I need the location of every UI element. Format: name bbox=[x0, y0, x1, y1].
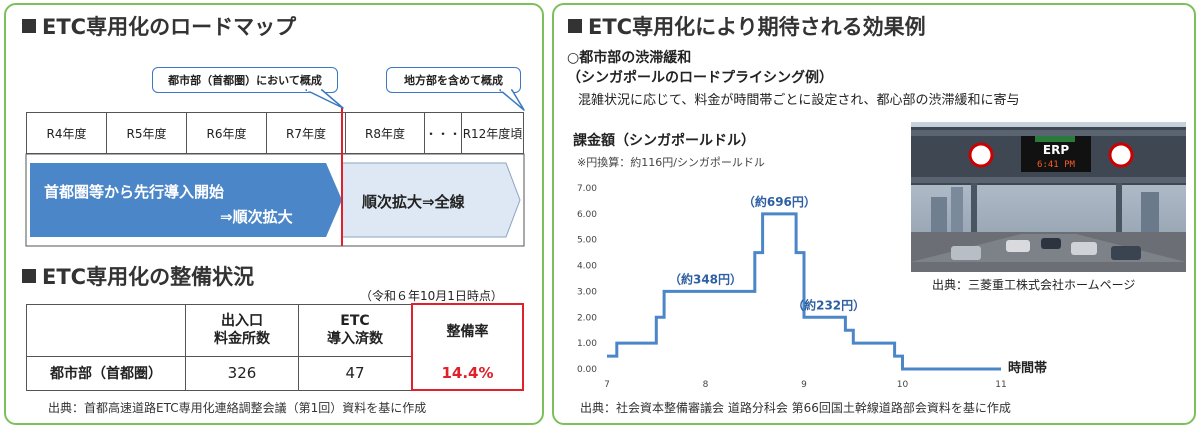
x-tick-label: 11 bbox=[995, 380, 1006, 390]
year-cell: R7年度 bbox=[266, 112, 346, 154]
year-timeline: R4年度 R5年度 R6年度 R7年度 R8年度 ・・・ R12年度頃 bbox=[26, 112, 524, 154]
erp-gantry-illustration: ERP 6:41 PM bbox=[911, 122, 1186, 272]
x-tick-label: 8 bbox=[703, 380, 709, 390]
year-cell: ・・・ bbox=[423, 112, 463, 154]
y-tick-label: 4.00 bbox=[577, 262, 597, 272]
effects-title: ETC専用化により期待される効果例 bbox=[568, 11, 926, 41]
roadmap-title: ETC専用化のロードマップ bbox=[22, 11, 296, 41]
status-table: 出入口 料金所数 ETC 導入済数 整備率 都市部（首都圏） 326 47 14.4… bbox=[26, 303, 524, 391]
year-cell: R8年度 bbox=[345, 112, 425, 154]
year-cell: R6年度 bbox=[186, 112, 267, 154]
year-cell: R4年度 bbox=[26, 112, 107, 154]
left-source: 出典：首都高速道路ETC専用化連絡調整会議（第1回）資料を基に作成 bbox=[48, 401, 427, 415]
x-tick-label: 10 bbox=[897, 380, 909, 390]
x-axis-label: 時間帯 bbox=[1008, 360, 1047, 376]
erp-gantry-photo: ERP 6:41 PM bbox=[911, 122, 1186, 272]
data-annotation: （約696円） bbox=[743, 194, 816, 209]
y-tick-label: 5.00 bbox=[577, 236, 597, 246]
status-date: （令和６年10月1日時点） bbox=[360, 289, 503, 303]
bullet-square-icon bbox=[22, 269, 36, 283]
toll-series-line bbox=[607, 212, 1001, 371]
phase1-arrow bbox=[30, 163, 342, 237]
header-etc-count: ETC 導入済数 bbox=[298, 303, 413, 357]
svg-text:ERP: ERP bbox=[1043, 143, 1069, 157]
right-source: 出典：社会資本整備審議会 道路分科会 第66回国土幹線道路部会資料を基に作成 bbox=[580, 401, 1011, 415]
header-rate: 整備率 bbox=[411, 303, 524, 356]
x-tick-label: 7 bbox=[604, 380, 610, 390]
bullet-square-icon bbox=[568, 19, 582, 33]
y-tick-label: 0.00 bbox=[577, 365, 597, 375]
y-tick-label: 6.00 bbox=[577, 210, 597, 220]
bullet-square-icon bbox=[22, 19, 36, 33]
y-tick-label: 7.00 bbox=[577, 184, 597, 194]
status-title: ETC専用化の整備状況 bbox=[22, 261, 254, 291]
phase1-label-line2: ⇒順次拡大 bbox=[220, 208, 293, 226]
data-annotation: （約348円） bbox=[669, 271, 742, 286]
data-annotation: （約232円） bbox=[792, 297, 865, 312]
chart-note: ※円換算：約116円/シンガポールドル bbox=[577, 156, 765, 169]
phase1-label-line1: 首都圏等から先行導入開始 bbox=[44, 183, 225, 201]
y-tick-label: 3.00 bbox=[577, 287, 597, 297]
photo-source: 出典：三菱重工株式会社ホームページ bbox=[932, 278, 1136, 292]
svg-text:6:41 PM: 6:41 PM bbox=[1037, 160, 1076, 170]
cell-total-gates: 326 bbox=[185, 355, 299, 391]
effects-description: 混雑状況に応じて、料金が時間帯ごとに設定され、都心部の渋滞緩和に寄与 bbox=[578, 93, 1020, 108]
year-cell: R5年度 bbox=[106, 112, 187, 154]
y-tick-label: 2.00 bbox=[577, 313, 597, 323]
x-tick-label: 9 bbox=[801, 380, 807, 390]
year-cell: R12年度頃 bbox=[461, 112, 524, 154]
y-tick-label: 1.00 bbox=[577, 339, 597, 349]
chart-title: 課金額（シンガポールドル） bbox=[573, 133, 755, 149]
phase2-label: 順次拡大⇒全線 bbox=[362, 193, 465, 211]
effects-subtitle-2: （シンガポールのロードプライシング例） bbox=[567, 70, 833, 86]
cell-rate: 14.4% bbox=[411, 356, 524, 391]
effects-subtitle: ○都市部の渋滞緩和 bbox=[567, 50, 692, 66]
cell-etc-count: 47 bbox=[298, 355, 413, 391]
callout-rural: 地方部を含めて概成 bbox=[386, 67, 521, 93]
row-label-urban: 都市部（首都圏） bbox=[26, 355, 186, 391]
header-total-gates: 出入口 料金所数 bbox=[185, 303, 299, 357]
